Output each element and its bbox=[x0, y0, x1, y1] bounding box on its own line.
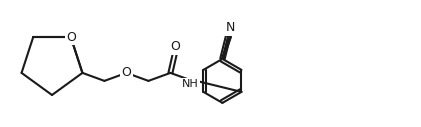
Text: NH: NH bbox=[182, 79, 199, 89]
Text: O: O bbox=[171, 40, 180, 53]
Text: N: N bbox=[226, 21, 235, 34]
Text: O: O bbox=[122, 66, 131, 79]
Text: O: O bbox=[66, 31, 76, 44]
Text: O: O bbox=[66, 31, 76, 44]
